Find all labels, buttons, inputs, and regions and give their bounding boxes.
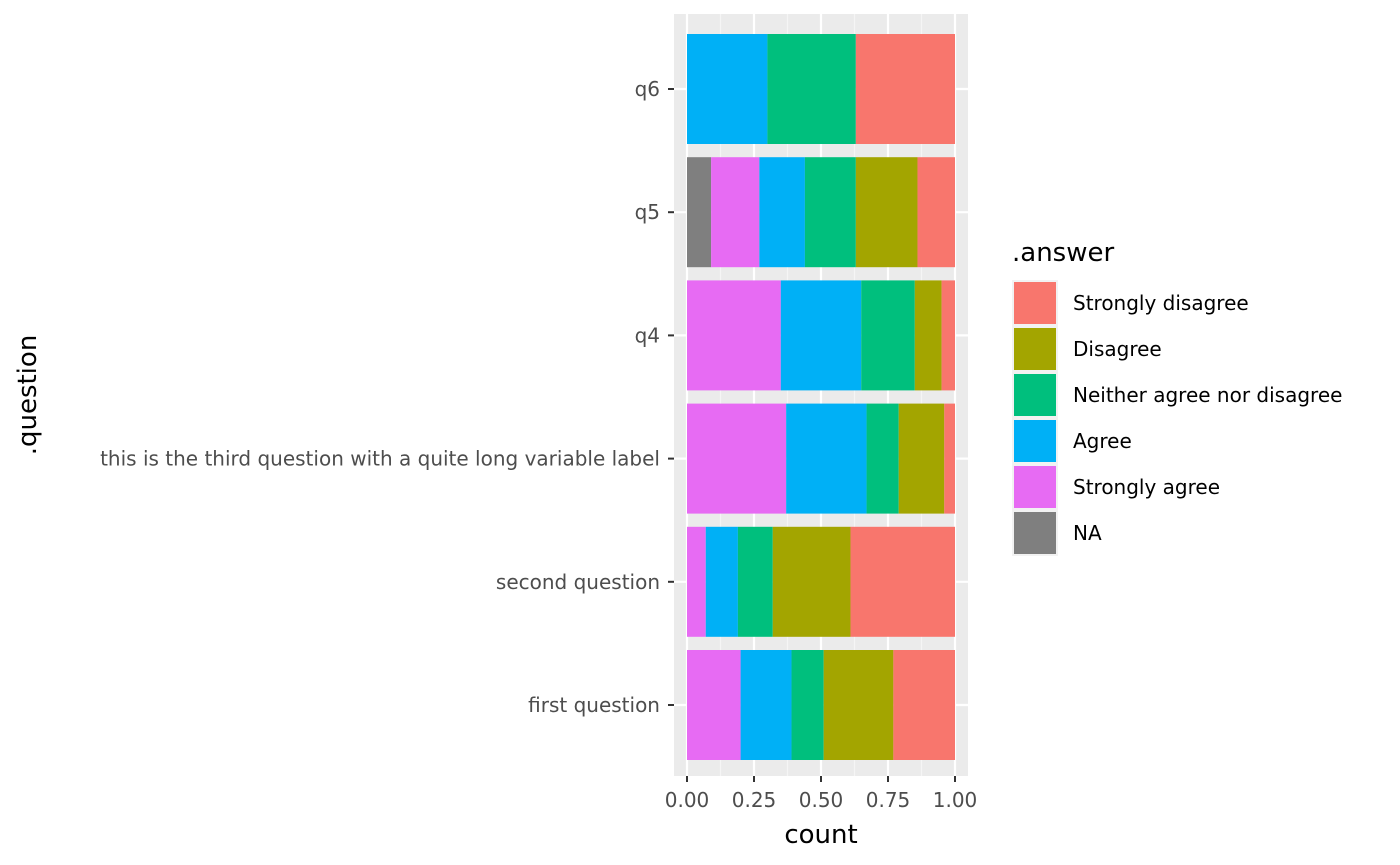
bar-segment xyxy=(687,526,706,637)
x-axis-title: count xyxy=(784,820,857,850)
legend-label: Neither agree nor disagree xyxy=(1073,383,1342,407)
bar-segment xyxy=(898,403,945,514)
bar-segment xyxy=(855,157,918,268)
bar-segment xyxy=(780,280,862,391)
bar-segment xyxy=(687,403,787,514)
bar-segment xyxy=(740,650,792,760)
y-axis-ticks: first question second question this is the… xyxy=(100,77,674,717)
bar-segment xyxy=(711,157,760,268)
y-tick-label: first question xyxy=(528,693,660,717)
legend-label: NA xyxy=(1073,521,1102,545)
y-tick-label: q6 xyxy=(635,77,660,101)
legend-swatch xyxy=(1014,328,1056,370)
x-axis-ticks: 0.00 0.25 0.50 0.75 1.00 xyxy=(665,776,978,812)
bar-segment xyxy=(861,280,915,391)
bar-segment xyxy=(759,157,805,268)
legend-swatch xyxy=(1014,466,1056,508)
legend-label: Strongly agree xyxy=(1073,475,1220,499)
legend: .answer Strongly disagree Disagree Neither… xyxy=(1012,238,1342,556)
bar-segment xyxy=(767,34,856,144)
y-axis-title: .question xyxy=(13,335,43,456)
bar-segment xyxy=(917,157,955,268)
x-tick-label: 0.50 xyxy=(799,788,844,812)
bar-segment xyxy=(705,526,738,637)
bar-segment xyxy=(914,280,942,391)
legend-label: Disagree xyxy=(1073,337,1162,361)
bar-segment xyxy=(687,34,768,144)
legend-swatch xyxy=(1014,282,1056,324)
bar-segment xyxy=(855,34,955,144)
bar-segment xyxy=(823,650,894,760)
y-tick-label: q4 xyxy=(635,323,660,347)
bar-segment xyxy=(893,650,955,760)
bar-segment xyxy=(791,650,824,760)
y-tick-label: second question xyxy=(496,570,660,594)
x-tick-label: 1.00 xyxy=(933,788,978,812)
bar-segment xyxy=(737,526,773,637)
x-tick-label: 0.00 xyxy=(665,788,710,812)
x-tick-label: 0.75 xyxy=(866,788,911,812)
bar-segment xyxy=(944,403,955,514)
bar-segment xyxy=(941,280,955,391)
bar-segment xyxy=(687,157,712,268)
legend-label: Strongly disagree xyxy=(1073,291,1249,315)
legend-title: .answer xyxy=(1012,238,1114,268)
bar-segment xyxy=(804,157,856,268)
x-tick-label: 0.25 xyxy=(732,788,777,812)
legend-swatch xyxy=(1014,374,1056,416)
bar-segment xyxy=(850,526,955,637)
bar-segment xyxy=(772,526,851,637)
bar-segment xyxy=(786,403,867,514)
bars xyxy=(687,34,955,760)
y-tick-label: q5 xyxy=(635,200,660,224)
bar-segment xyxy=(687,650,741,760)
bar-segment xyxy=(687,280,781,391)
legend-swatch xyxy=(1014,420,1056,462)
legend-swatch xyxy=(1014,512,1056,554)
bar-segment xyxy=(866,403,899,514)
legend-label: Agree xyxy=(1073,429,1132,453)
y-tick-label: this is the third question with a quite … xyxy=(100,447,660,471)
